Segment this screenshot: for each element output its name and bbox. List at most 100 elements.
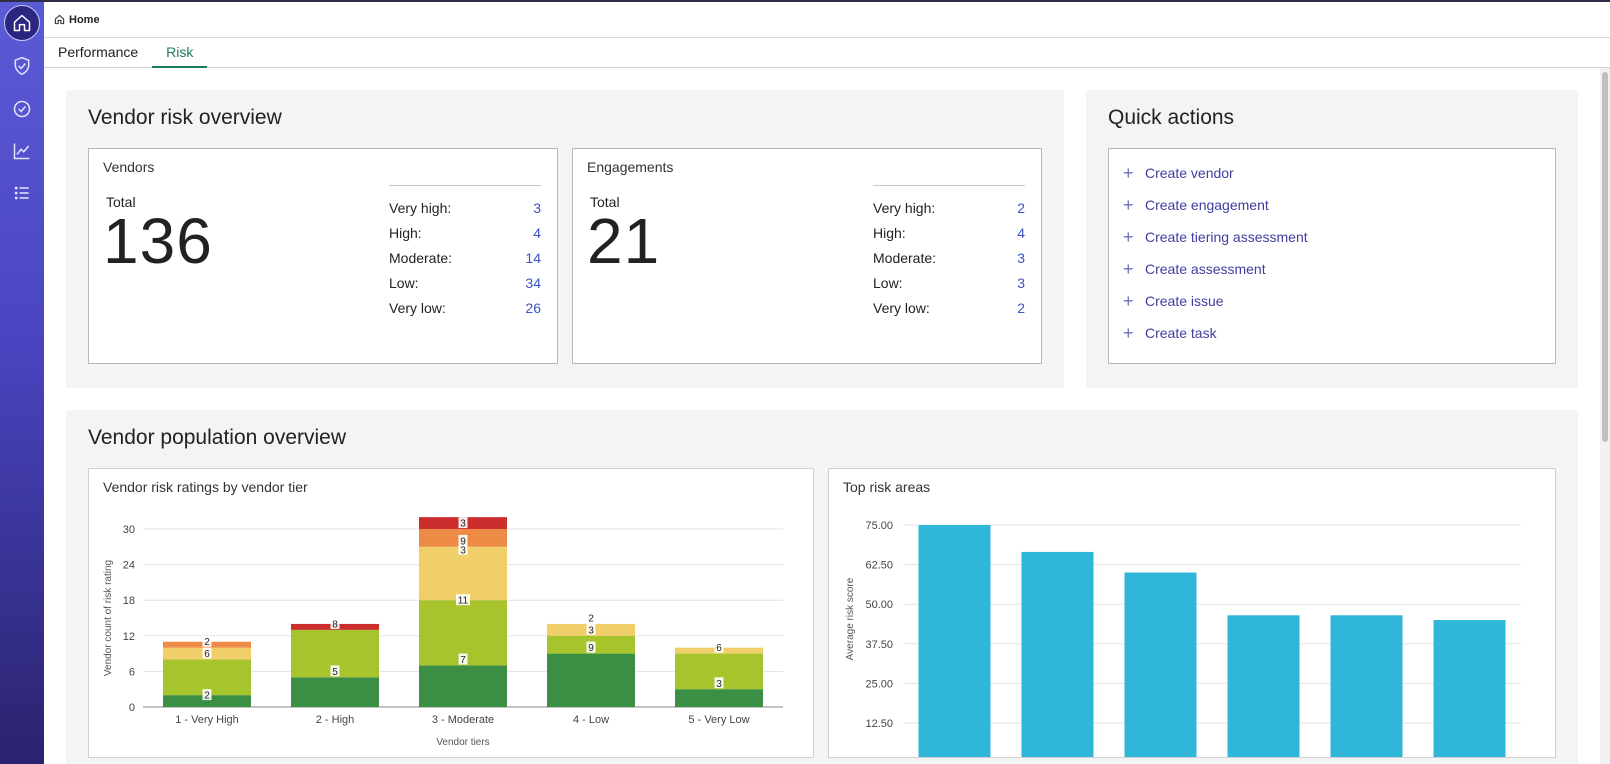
bar-segment	[419, 665, 507, 707]
vendor-population-panel: Vendor population overview Vendor risk r…	[66, 410, 1578, 764]
data-label-bg	[202, 647, 212, 659]
stat-label: Low:	[389, 275, 419, 291]
vendors-total: 136	[103, 205, 213, 277]
create-task-action[interactable]: + Create task	[1123, 317, 1555, 349]
panel-title: Vendor population overview	[88, 426, 347, 449]
check-circle-icon	[13, 100, 31, 118]
sidebar	[0, 2, 44, 764]
stat-row: Very high: 3	[389, 196, 541, 221]
chart-title: Top risk areas	[843, 479, 931, 495]
stat-value-link[interactable]: 3	[1017, 250, 1025, 266]
line-chart-icon	[13, 143, 30, 160]
create-assessment-action[interactable]: + Create assessment	[1123, 253, 1555, 285]
stat-label: High:	[389, 225, 422, 241]
bar-segment	[547, 653, 635, 707]
sidebar-list-button[interactable]	[11, 182, 33, 204]
action-label: Create vendor	[1145, 165, 1234, 181]
create-engagement-action[interactable]: + Create engagement	[1123, 189, 1555, 221]
y-tick-label: 6	[129, 666, 135, 678]
y-tick-label: 75.00	[865, 520, 893, 532]
breadcrumb-home[interactable]: Home	[69, 13, 100, 26]
total-label: Total	[106, 194, 136, 210]
list-icon	[14, 186, 29, 200]
data-label: 3	[716, 679, 722, 690]
y-axis-label: Vendor count of risk rating	[103, 560, 114, 676]
y-tick-label: 12	[123, 631, 135, 643]
breadcrumb[interactable]: Home	[54, 14, 100, 26]
x-tick-label: 4 - Low	[573, 714, 609, 726]
plus-icon: +	[1123, 194, 1134, 215]
stat-label: Very high:	[389, 200, 452, 216]
data-label: 2	[588, 614, 594, 625]
data-label-bg	[202, 635, 212, 647]
create-tiering-assessment-action[interactable]: + Create tiering assessment	[1123, 221, 1555, 253]
y-tick-label: 25.00	[865, 678, 893, 690]
action-label: Create assessment	[1145, 261, 1266, 277]
card-title: Engagements	[587, 159, 674, 175]
stat-label: Moderate:	[873, 250, 937, 266]
stat-label: Low:	[873, 275, 903, 291]
data-label: 6	[716, 643, 722, 654]
stat-value-link[interactable]: 4	[533, 225, 541, 241]
data-label-bg	[458, 517, 468, 529]
create-vendor-action[interactable]: + Create vendor	[1123, 157, 1555, 189]
bar-segment	[675, 689, 763, 707]
quick-actions-card: + Create vendor + Create engagement + Creat…	[1108, 148, 1556, 364]
sidebar-home-button[interactable]	[4, 5, 40, 41]
bar	[1330, 615, 1403, 757]
page-scrollbar[interactable]	[1600, 68, 1610, 764]
action-label: Create engagement	[1145, 197, 1269, 213]
data-label-bg	[458, 534, 468, 546]
sidebar-risk-button[interactable]	[11, 55, 33, 77]
bar-segment	[291, 677, 379, 707]
stat-value-link[interactable]: 26	[525, 300, 541, 316]
stat-row: High: 4	[873, 221, 1025, 246]
y-tick-label: 0	[129, 702, 135, 714]
data-label: 6	[204, 649, 210, 660]
data-label: 7	[460, 655, 466, 666]
tab-bar: Performance Risk	[44, 38, 1610, 68]
stat-value-link[interactable]: 34	[525, 275, 541, 291]
stat-row: High: 4	[389, 221, 541, 246]
stat-value-link[interactable]: 3	[1017, 275, 1025, 291]
bar	[1433, 620, 1506, 757]
stat-value-link[interactable]: 2	[1017, 200, 1025, 216]
engagements-total: 21	[587, 205, 661, 277]
x-tick-label: 2 - High	[316, 714, 355, 726]
stat-row: Low: 34	[389, 271, 541, 296]
create-issue-action[interactable]: + Create issue	[1123, 285, 1555, 317]
action-label: Create issue	[1145, 293, 1224, 309]
data-label: 8	[332, 619, 338, 630]
stat-value-link[interactable]: 3	[533, 200, 541, 216]
plus-icon: +	[1123, 290, 1134, 311]
tab-performance[interactable]: Performance	[58, 44, 139, 60]
stat-label: Very low:	[389, 300, 446, 316]
data-label: 2	[204, 637, 210, 648]
sidebar-tasks-button[interactable]	[11, 98, 33, 120]
stat-row: Moderate: 14	[389, 246, 541, 271]
top-bar: Home	[44, 2, 1610, 38]
bar	[918, 525, 991, 757]
stat-row: Moderate: 3	[873, 246, 1025, 271]
sidebar-reports-button[interactable]	[11, 140, 33, 162]
data-label: 11	[458, 596, 469, 607]
stat-label: Moderate:	[389, 250, 453, 266]
home-icon	[54, 14, 65, 25]
stat-value-link[interactable]: 2	[1017, 300, 1025, 316]
data-label: 9	[460, 536, 466, 547]
bar	[1227, 615, 1300, 757]
stat-value-link[interactable]: 14	[525, 250, 541, 266]
total-label: Total	[590, 194, 620, 210]
vendors-risk-breakdown: Very high: 3 High: 4 Moderate: 14 Low: 34 Ve…	[389, 185, 541, 321]
tab-risk[interactable]: Risk	[152, 38, 208, 68]
stat-value-link[interactable]: 4	[1017, 225, 1025, 241]
scrollbar-thumb[interactable]	[1602, 72, 1608, 442]
data-label-bg	[456, 594, 470, 606]
quick-actions-panel: Quick actions + Create vendor + Create eng…	[1086, 90, 1578, 388]
bar	[1021, 551, 1094, 757]
engagements-card: Engagements Total 21 Very high: 2 High: 4 …	[572, 148, 1042, 364]
plus-icon: +	[1123, 322, 1134, 343]
risk-ratings-chart-card: Vendor risk ratings by vendor tier 0 6 12 1…	[88, 468, 814, 758]
panel-title: Vendor risk overview	[88, 106, 282, 129]
